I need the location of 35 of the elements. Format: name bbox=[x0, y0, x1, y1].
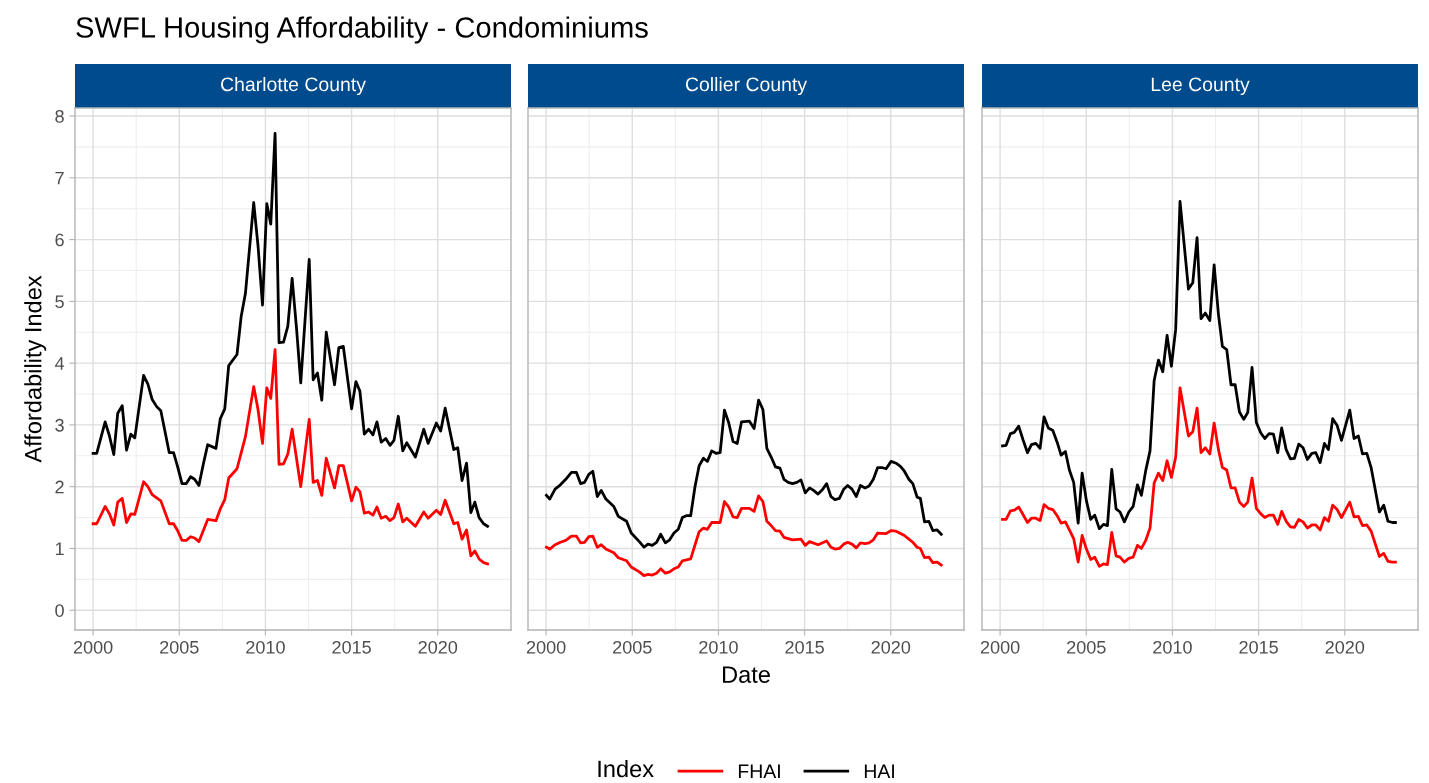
y-tick-label: 2 bbox=[55, 480, 64, 494]
x-tick-label: 2020 bbox=[418, 640, 458, 654]
x-tick-label: 2010 bbox=[1153, 640, 1192, 654]
chart-subtitle: Lee County bbox=[1151, 77, 1250, 96]
x-tick-label: 2015 bbox=[332, 640, 371, 654]
x-tick-label: 2000 bbox=[980, 640, 1020, 654]
x-tick-label: 2000 bbox=[526, 640, 566, 654]
x-axis-title: Date bbox=[723, 666, 770, 683]
chart-title: SWFL Housing Affordability - Condominiums bbox=[76, 16, 648, 44]
line-series bbox=[91, 131, 489, 528]
x-tick-label: 2015 bbox=[1239, 640, 1278, 654]
y-tick-label: 1 bbox=[55, 542, 64, 555]
chart-subtitle: Collier County bbox=[685, 76, 808, 96]
y-axis-title: Affordability Index bbox=[24, 275, 47, 463]
x-tick-label: 2005 bbox=[160, 640, 199, 654]
y-tick-label: 7 bbox=[55, 171, 64, 185]
legend-label: HAI bbox=[864, 764, 894, 778]
x-tick-label: 2005 bbox=[1067, 640, 1106, 654]
x-tick-label: 2010 bbox=[699, 640, 738, 654]
legend-title: Index bbox=[598, 759, 654, 778]
x-tick-label: 2010 bbox=[246, 640, 285, 654]
y-tick-label: 8 bbox=[55, 109, 64, 123]
line-series bbox=[91, 348, 489, 566]
x-tick-label: 2015 bbox=[785, 640, 824, 654]
x-tick-label: 2020 bbox=[871, 640, 911, 654]
y-tick-label: 0 bbox=[55, 604, 64, 617]
chart-subtitle: Charlotte County bbox=[221, 76, 366, 96]
y-tick-label: 6 bbox=[55, 233, 64, 247]
x-tick-label: 2005 bbox=[613, 640, 652, 654]
y-tick-label: 4 bbox=[54, 357, 65, 370]
legend-label: FHAI bbox=[738, 764, 780, 778]
x-tick-label: 2020 bbox=[1325, 640, 1365, 654]
y-tick-label: 3 bbox=[55, 418, 64, 432]
x-tick-label: 2000 bbox=[73, 640, 113, 654]
y-tick-label: 5 bbox=[55, 295, 64, 309]
